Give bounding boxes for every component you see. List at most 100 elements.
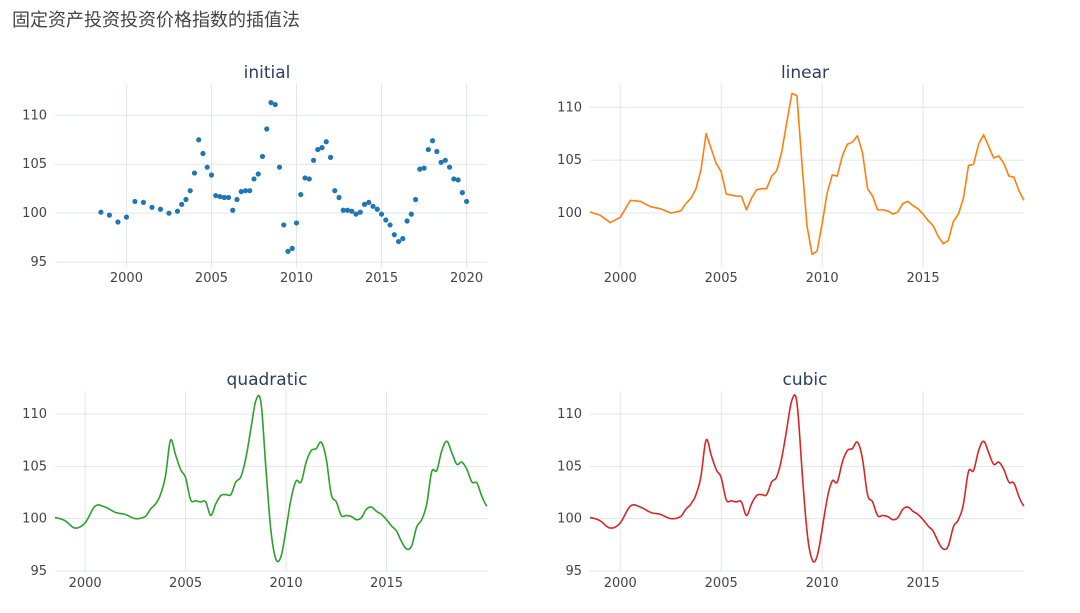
data-point [140,199,147,206]
data-point [463,198,470,205]
data-point [289,245,295,252]
y-tick-label: 100 [22,512,47,527]
data-point [281,222,287,228]
data-point [293,220,300,226]
data-point [387,222,393,228]
x-tick-label: 2005 [705,271,738,286]
y-tick-label: 100 [22,206,47,221]
x-tick-label: 2015 [370,576,403,591]
data-point [315,146,321,153]
data-point [310,157,317,163]
data-point [272,101,278,108]
data-point [230,207,236,213]
data-point [400,236,406,242]
data-point [438,159,444,165]
x-tick-label: 2005 [195,271,228,286]
data-point [442,157,448,163]
data-point [391,232,397,238]
x-tick-label: 2000 [604,271,637,286]
data-point [259,153,266,160]
y-tick-label: 95 [565,564,582,579]
x-tick-label: 2000 [110,271,143,286]
data-point [361,201,368,207]
data-point [425,146,431,153]
data-point [179,201,185,207]
data-point [166,210,172,216]
data-point [157,206,164,212]
y-tick-label: 100 [557,512,582,527]
panel-title: initial [244,63,291,83]
data-point [374,206,380,212]
x-tick-label: 2010 [806,576,839,591]
data-point [412,196,419,203]
y-tick-label: 105 [22,459,47,474]
data-point [349,208,355,214]
data-point [408,211,414,217]
data-point [247,188,253,194]
data-point [191,170,198,176]
data-point [115,219,121,225]
x-tick-label: 2010 [280,271,313,286]
y-tick-label: 110 [557,100,582,115]
data-point [370,203,376,209]
series-line-linear [589,92,1025,256]
data-point [383,217,389,223]
data-point [213,192,219,199]
y-tick-label: 100 [557,206,582,221]
data-point [340,207,346,213]
x-tick-label: 2005 [169,576,202,591]
panel-title: quadratic [227,370,308,390]
data-point [238,189,244,195]
series-line-cubic [589,394,1025,563]
data-point [174,208,181,214]
data-point [225,194,232,201]
data-point [332,188,338,194]
data-point [276,164,283,170]
data-point [217,193,223,200]
panel-title: cubic [783,370,828,390]
data-point [196,137,202,143]
y-tick-label: 110 [557,407,582,422]
data-point [357,209,363,215]
x-tick-label: 2000 [69,576,102,591]
data-point [344,207,351,213]
data-point [132,198,138,205]
data-point [336,194,342,201]
data-point [298,191,304,198]
data-point [353,211,359,217]
data-point [221,194,227,201]
data-point [200,150,206,157]
data-point [204,164,210,170]
x-tick-label: 2010 [806,271,839,286]
chart-panel-cubic: 95 100 105 110 2000 2005 2010 2015 cubic [557,370,1025,591]
data-point [255,171,261,177]
data-point [234,196,240,203]
series-line-quadratic [54,394,488,563]
data-point [106,212,113,218]
data-point [208,172,215,178]
x-tick-label: 2015 [907,271,940,286]
y-tick-label: 105 [557,459,582,474]
data-point [459,190,465,196]
y-tick-label: 110 [22,407,47,422]
data-point [429,138,436,144]
data-point [302,175,308,181]
data-point [323,139,329,145]
data-point [434,148,440,155]
data-point [123,214,130,220]
y-tick-label: 95 [30,255,47,270]
y-tick-label: 105 [22,157,47,172]
data-point [306,176,312,182]
x-tick-label: 2005 [705,576,738,591]
data-point [183,196,189,203]
data-point [446,164,453,170]
data-point [404,218,410,224]
data-point [251,176,257,182]
data-point [98,209,104,215]
chart-panel-quadratic: 95 100 105 110 2000 2005 2010 2015 quadratic [22,370,488,591]
data-point [451,176,457,182]
y-tick-label: 110 [22,108,47,123]
data-point [417,166,423,172]
data-point [242,188,249,194]
